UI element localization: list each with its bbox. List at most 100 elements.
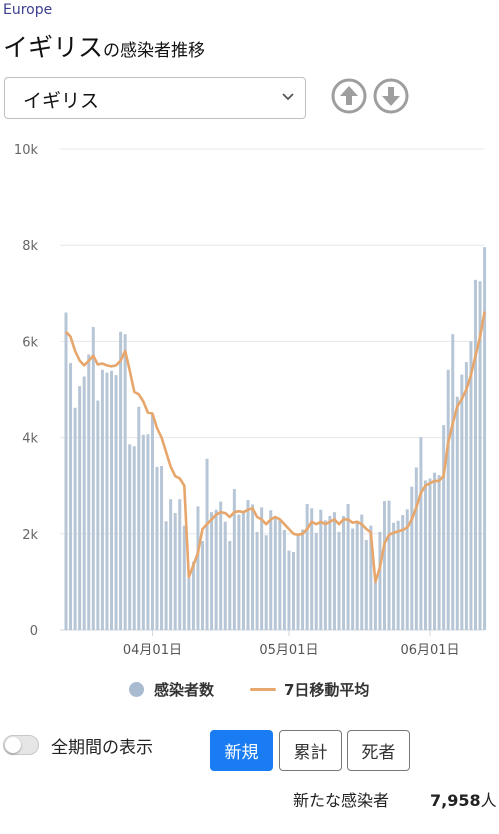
tab-deaths[interactable]: 死者 xyxy=(347,730,410,771)
bar xyxy=(214,509,218,630)
bar xyxy=(210,512,214,630)
summary-value-wrap: 7,958人 xyxy=(430,787,497,811)
x-tick-label: 05月01日 xyxy=(259,643,318,658)
bar xyxy=(169,499,173,630)
bar xyxy=(423,480,427,630)
bar xyxy=(428,478,432,630)
bar xyxy=(433,472,437,630)
bar xyxy=(419,437,423,630)
bar xyxy=(405,509,409,630)
bar xyxy=(383,501,386,630)
bar xyxy=(414,467,418,630)
page-title: イギリスの感染者推移 xyxy=(3,28,205,64)
bar xyxy=(164,521,168,630)
bar xyxy=(273,516,277,630)
bar xyxy=(264,535,268,630)
bar xyxy=(451,334,455,630)
bar xyxy=(150,414,154,630)
bar xyxy=(455,396,459,630)
bar xyxy=(232,489,236,630)
bar xyxy=(305,503,309,630)
bar xyxy=(314,532,318,630)
bar xyxy=(483,247,487,630)
bar xyxy=(342,516,346,630)
bar xyxy=(100,369,104,630)
tab-new[interactable]: 新規 xyxy=(210,730,273,771)
legend-line-swatch xyxy=(250,688,276,691)
legend-cases[interactable]: 感染者数 xyxy=(129,679,214,700)
bar xyxy=(310,508,314,630)
bar xyxy=(301,529,305,630)
bar xyxy=(69,363,73,630)
bar xyxy=(255,531,259,630)
cases-chart: 0 2k 4k 6k 8k 10k 04月01日 05月01日 06月01日 xyxy=(14,143,487,658)
bar xyxy=(178,499,182,630)
legend-average[interactable]: 7日移動平均 xyxy=(250,679,369,700)
bar xyxy=(369,525,373,630)
tab-cumulative[interactable]: 累計 xyxy=(279,730,342,771)
arrow-up-circle-icon[interactable] xyxy=(331,78,367,114)
bar xyxy=(96,400,100,630)
bar xyxy=(410,486,414,630)
chart-legend: 感染者数 7日移動平均 xyxy=(0,679,499,705)
bar xyxy=(182,525,186,630)
bar xyxy=(205,458,209,630)
bar xyxy=(187,578,191,630)
bar xyxy=(128,444,132,630)
summary-value: 7,958 xyxy=(430,791,481,810)
bar xyxy=(91,326,95,630)
bar xyxy=(132,446,136,630)
bar xyxy=(146,434,150,630)
bar xyxy=(237,514,241,630)
summary-unit: 人 xyxy=(480,791,497,810)
bar xyxy=(251,504,255,630)
bar xyxy=(437,475,441,630)
bar xyxy=(346,503,350,630)
bar xyxy=(196,506,200,630)
bar xyxy=(73,407,77,630)
toggle-switch[interactable] xyxy=(3,735,39,755)
y-tick-label: 0 xyxy=(30,624,38,639)
bar xyxy=(460,374,464,630)
country-select[interactable]: イギリス xyxy=(4,77,306,119)
bar xyxy=(446,369,450,630)
moving-average-line xyxy=(65,311,486,584)
bar xyxy=(64,312,68,630)
arrow-down-circle-icon[interactable] xyxy=(373,78,409,114)
bar xyxy=(351,528,355,630)
bar xyxy=(469,341,473,630)
summary-label: 新たな感染者 xyxy=(293,791,390,810)
bar xyxy=(373,581,377,630)
chevron-down-icon xyxy=(282,93,294,101)
bar xyxy=(155,466,159,630)
bar xyxy=(396,520,400,630)
x-tick-label: 04月01日 xyxy=(123,643,182,658)
bar xyxy=(219,501,223,630)
title-country: イギリス xyxy=(3,33,104,62)
bar xyxy=(323,520,327,630)
legend-average-label: 7日移動平均 xyxy=(284,681,370,699)
bar xyxy=(278,519,282,630)
bar xyxy=(228,541,232,630)
bar xyxy=(114,375,118,630)
bar xyxy=(105,372,109,630)
bar xyxy=(269,510,273,630)
bar xyxy=(337,531,341,630)
bar xyxy=(401,515,405,630)
bar xyxy=(160,465,164,630)
bar xyxy=(260,507,264,630)
bar xyxy=(387,500,391,630)
bar xyxy=(87,354,91,630)
x-tick-label: 06月01日 xyxy=(400,643,459,658)
bar xyxy=(78,386,82,630)
bar xyxy=(332,512,336,630)
bar xyxy=(110,370,113,630)
bar xyxy=(392,522,396,630)
y-tick-label: 8k xyxy=(22,239,38,254)
toggle-label: 全期間の表示 xyxy=(51,738,153,758)
legend-bar-swatch xyxy=(129,682,144,697)
bar xyxy=(141,434,145,630)
bar xyxy=(319,509,323,630)
bar xyxy=(119,331,123,630)
bar xyxy=(364,540,368,630)
